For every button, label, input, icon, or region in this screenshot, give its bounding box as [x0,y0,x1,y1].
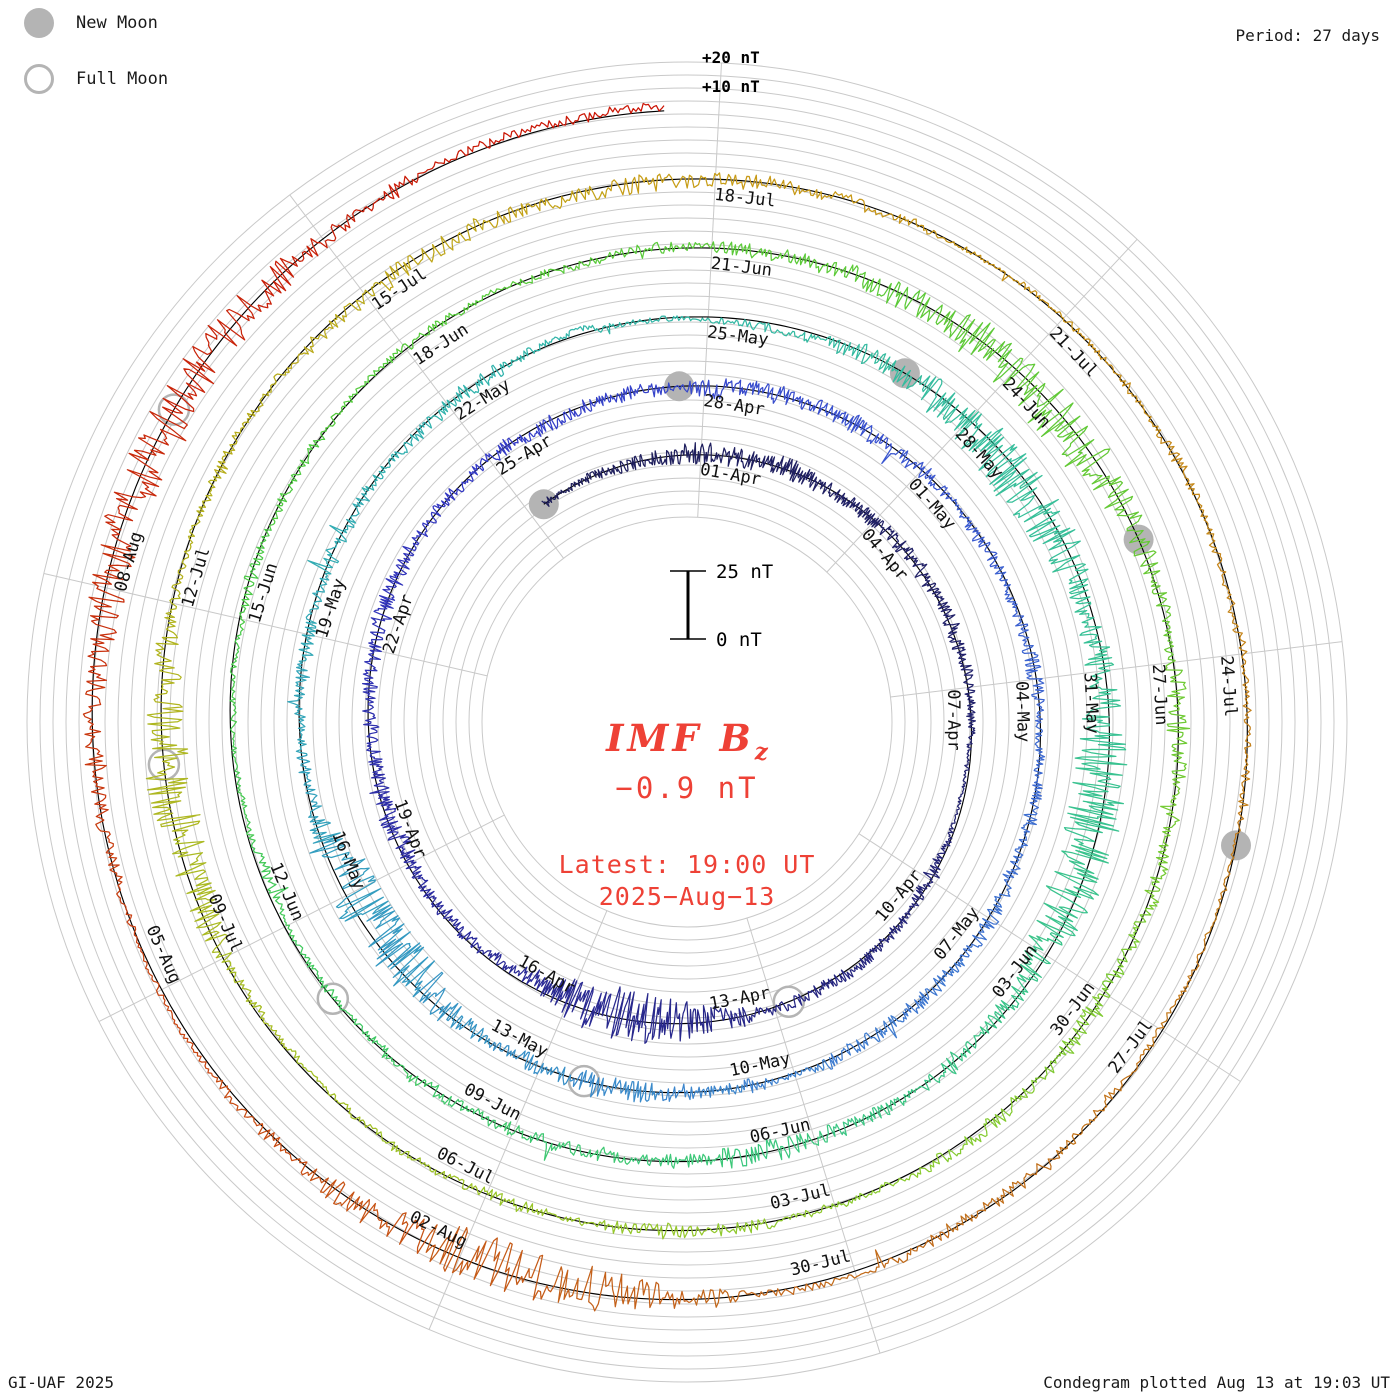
ring-date-label: 10-May [728,1049,792,1081]
ring-date-label: 21-Jun [710,254,773,281]
grid-label-plus20: +20 nT [702,48,760,67]
new-moon-icon [24,8,54,38]
ring-date-label: 15-Jul [368,264,430,315]
latest-date-line: 2025−Aug−13 [598,882,776,912]
ring-date-label: 07-Apr [943,689,963,751]
imf-bz-value: −0.9 nT [615,771,759,806]
center-annotation: IMF Bz −0.9 nT Latest: 19:00 UT 2025−Aug… [559,716,816,913]
ring-date-label: 31-May [1079,672,1102,734]
ring-date-label: 04-May [1011,681,1033,743]
moon-legend: New Moon Full Moon [24,8,168,94]
imf-bz-title: IMF Bz [606,716,768,766]
ring-date-label: 06-Jul [433,1143,497,1188]
ring-date-label: 28-Apr [702,391,766,420]
ring-date-label: 13-May [488,1015,552,1061]
plotted-label: Condegram plotted Aug 13 at 19:03 UT [1043,1373,1390,1392]
ring-date-label: 21-Jul [1045,323,1102,381]
ring-date-label: 18-Jul [713,185,776,212]
full-moon-icon [24,64,54,94]
ring-date-label: 30-Jun [1047,978,1100,1039]
ring-date-label: 27-Jul [1105,1016,1157,1077]
scale-bar-bottom-label: 0 nT [716,629,762,651]
ring-date-label: 02-Aug [406,1207,470,1252]
ring-date-label: 24-Jul [1216,655,1240,718]
ring-date-label: 12-Jul [178,545,215,610]
ring-date-label: 27-Jun [1148,663,1172,725]
ring-date-label: 08-Aug [111,530,147,595]
ring-date-label: 05-Aug [142,922,185,986]
scale-bar: 25 nT 0 nT [670,561,773,651]
ring-date-label: 09-Jul [203,891,246,955]
scale-bar-top-label: 25 nT [716,561,773,583]
ring-date-label: 25-May [706,322,770,350]
new-moon-label: New Moon [76,13,158,33]
legend-row-full-moon: Full Moon [24,64,168,94]
grid-label-plus10: +10 nT [702,77,760,96]
ring-date-label: 07-May [930,903,984,964]
full-moon-label: Full Moon [76,69,169,89]
period-label: Period: 27 days [1235,26,1381,45]
legend-row-new-moon: New Moon [24,8,168,38]
latest-time-line: Latest: 19:00 UT [558,850,816,880]
credit-label: GI-UAF 2025 [8,1373,114,1392]
ring-date-label: 10-Apr [872,866,926,926]
latest-timestamp: Latest: 19:00 UT 2025−Aug−13 [559,849,816,913]
